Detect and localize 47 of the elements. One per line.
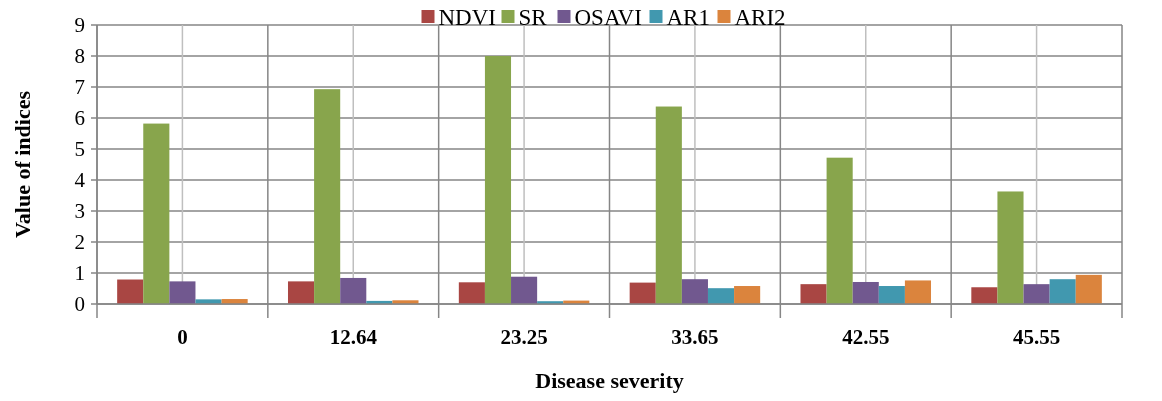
bar xyxy=(484,56,512,304)
y-tick-label: 1 xyxy=(74,261,85,286)
y-tick-label: 3 xyxy=(74,199,85,224)
y-tick-label: 7 xyxy=(74,75,85,100)
bar xyxy=(314,89,341,304)
y-tick-label: 2 xyxy=(74,230,85,255)
bar xyxy=(143,123,170,304)
y-tick-label: 5 xyxy=(74,137,85,162)
bar xyxy=(800,284,827,304)
x-tick-label: 45.55 xyxy=(1012,325,1061,349)
bar xyxy=(511,276,538,304)
bar xyxy=(971,287,998,304)
x-tick-label: 23.25 xyxy=(500,325,548,349)
bar xyxy=(340,277,367,304)
bar xyxy=(458,282,485,304)
x-tick-label: 12.64 xyxy=(329,325,378,349)
bar xyxy=(681,279,708,304)
y-tick-label: 8 xyxy=(74,44,85,69)
x-axis-title: Disease severity xyxy=(535,368,684,393)
bar xyxy=(629,282,656,304)
x-tick-label: 42.55 xyxy=(842,325,890,349)
bar xyxy=(707,288,735,304)
bar xyxy=(655,106,682,304)
legend-label: SR xyxy=(518,5,548,31)
bar xyxy=(878,286,905,304)
bar xyxy=(997,191,1024,304)
bar xyxy=(904,280,932,304)
bar xyxy=(852,281,879,304)
y-tick-label: 9 xyxy=(74,13,85,38)
bar xyxy=(287,281,315,304)
bar xyxy=(1049,279,1076,304)
y-axis-title: Value of indices xyxy=(10,90,35,239)
bar xyxy=(1075,274,1102,304)
bar xyxy=(117,279,144,304)
legend-label: OSAVI xyxy=(574,5,642,31)
legend-label: AR1 xyxy=(666,5,710,31)
bar xyxy=(1023,284,1050,304)
bar xyxy=(734,286,761,304)
bar xyxy=(169,281,196,304)
legend-label: NDVI xyxy=(438,5,496,31)
x-tick-label: 0 xyxy=(177,325,188,349)
y-tick-label: 6 xyxy=(74,106,85,131)
y-tick-label: 4 xyxy=(74,168,86,193)
y-tick-label: 0 xyxy=(74,292,85,317)
legend-label: ARI2 xyxy=(734,5,786,31)
bar xyxy=(826,157,853,304)
x-tick-label: 33.65 xyxy=(671,325,719,349)
